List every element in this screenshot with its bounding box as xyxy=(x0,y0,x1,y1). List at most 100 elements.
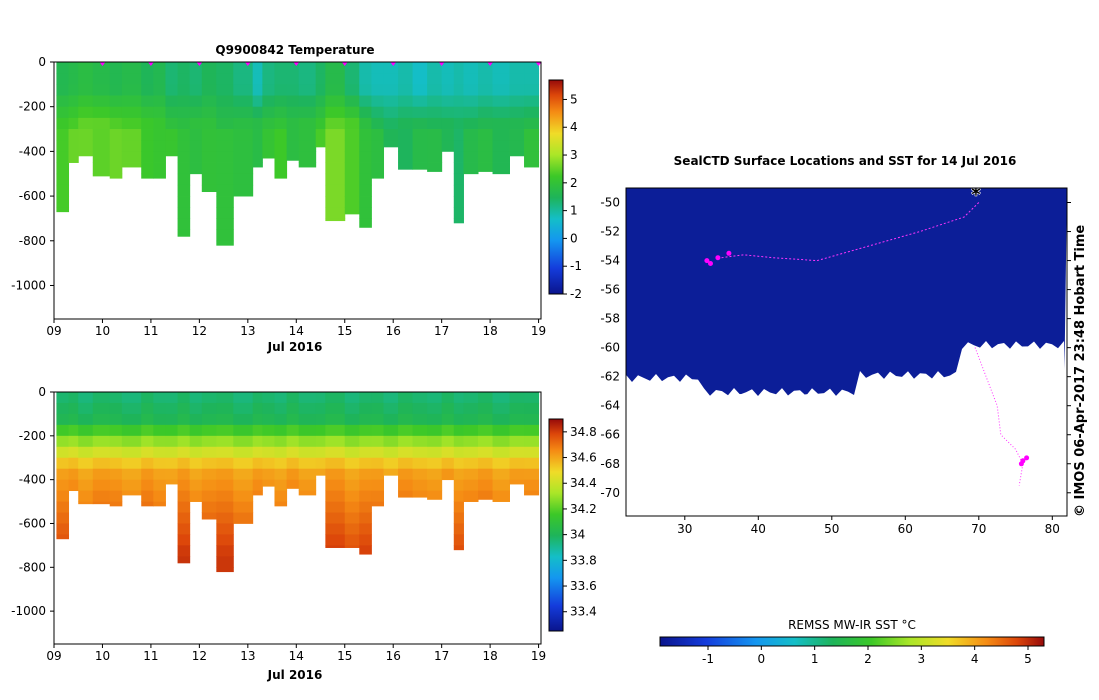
colorbar-tick-label: 4 xyxy=(570,120,578,134)
profile-cell xyxy=(201,446,217,459)
current-position-star-icon: ✱ xyxy=(971,185,982,200)
profile-cell xyxy=(509,413,525,426)
profile-cell xyxy=(524,117,540,130)
colorbar-tick-label: -1 xyxy=(570,259,582,273)
profile-cell xyxy=(398,117,414,130)
profile-cell xyxy=(441,457,455,470)
profile-cell xyxy=(189,413,203,426)
profile-cell xyxy=(121,479,142,492)
profile-cell xyxy=(121,446,142,459)
profile-cell xyxy=(153,501,166,507)
seal-location-marker xyxy=(715,255,721,261)
profile-cell xyxy=(141,402,154,415)
profile-cell xyxy=(262,446,275,459)
profile-cell xyxy=(315,435,326,448)
profile-cell xyxy=(453,95,464,108)
profile-cell xyxy=(524,151,540,163)
salinity-plot-frame xyxy=(53,391,542,645)
profile-cell xyxy=(524,129,540,141)
profile-cell xyxy=(216,567,234,573)
profile-cell xyxy=(524,62,540,74)
profile-cell xyxy=(121,468,142,481)
profile-cell xyxy=(398,140,414,152)
profile-cell xyxy=(344,435,360,448)
imos-credit: © IMOS 06-Apr-2017 23:48 Hobart Time xyxy=(1073,225,1088,517)
profile-cell xyxy=(398,95,414,108)
profile-cell xyxy=(68,95,79,108)
profile-cell xyxy=(141,501,154,507)
profile-cell xyxy=(478,162,494,172)
profile-cell xyxy=(398,129,414,141)
profile-cell xyxy=(427,162,443,172)
profile-cell xyxy=(165,106,179,119)
profile-cell xyxy=(492,413,510,426)
profile-cell xyxy=(92,392,111,404)
profile-cell xyxy=(153,490,166,502)
profile-cell xyxy=(274,490,288,502)
profile-cell xyxy=(177,413,191,426)
profile-cell xyxy=(109,479,123,492)
profile-cell xyxy=(262,392,275,404)
profile-cell xyxy=(298,117,317,130)
profile-cell xyxy=(274,392,288,404)
profile-cell xyxy=(109,117,123,130)
profile-cell xyxy=(233,73,254,85)
profile-cell xyxy=(359,446,372,459)
profile-cell xyxy=(56,457,70,470)
profile-cell xyxy=(463,151,479,163)
profile-cell xyxy=(56,479,70,492)
profile-cell xyxy=(201,117,217,130)
profile-cell xyxy=(233,117,254,130)
profile-cell xyxy=(478,151,494,163)
profile-cell xyxy=(492,106,510,119)
profile-cell xyxy=(201,490,217,502)
profile-cell xyxy=(524,84,540,96)
profile-cell xyxy=(383,468,399,476)
profile-cell xyxy=(274,117,288,130)
profile-cell xyxy=(78,435,94,448)
profile-cell xyxy=(165,151,179,157)
profile-cell xyxy=(344,446,360,459)
lat-tick-label: -62 xyxy=(600,370,620,384)
profile-cell xyxy=(453,479,464,492)
colorbar-tick-label: 34 xyxy=(570,528,585,542)
profile-cell xyxy=(56,424,70,437)
profile-cell xyxy=(233,512,254,524)
profile-cell xyxy=(315,392,326,404)
profile-cell xyxy=(153,479,166,492)
profile-cell xyxy=(233,392,254,404)
salinity-y-axis: 0 -200 -400 -600 -800 -1000 xyxy=(11,385,54,618)
lat-tick-label: -50 xyxy=(600,196,620,210)
profile-cell xyxy=(56,62,70,74)
profile-cell xyxy=(109,106,123,119)
profile-cell xyxy=(92,117,111,130)
profile-cell xyxy=(298,490,317,496)
profile-cell xyxy=(216,523,234,535)
profile-cell xyxy=(524,162,540,168)
profile-cell xyxy=(298,479,317,492)
profile-cell xyxy=(412,479,428,492)
profile-cell xyxy=(441,129,455,141)
sst-colorbar-tick-label: 1 xyxy=(811,652,819,666)
profile-cell xyxy=(441,413,455,426)
sst-colorbar xyxy=(659,636,1045,647)
profile-cell xyxy=(201,95,217,108)
profile-cell xyxy=(274,162,288,175)
profile-cell xyxy=(252,84,263,96)
profile-cell xyxy=(383,73,399,85)
profile-cell xyxy=(427,413,443,426)
profile-cell xyxy=(286,117,300,130)
profile-cell xyxy=(78,151,94,157)
profile-cell xyxy=(78,402,94,415)
profile-cell xyxy=(298,392,317,404)
profile-cell xyxy=(344,512,360,524)
profile-cell xyxy=(325,117,346,130)
profile-cell xyxy=(412,413,428,426)
profile-cell xyxy=(153,413,166,426)
profile-cell xyxy=(121,162,142,168)
profile-cell xyxy=(371,95,385,108)
profile-cell xyxy=(177,392,191,404)
profile-cell xyxy=(441,140,455,152)
profile-cell xyxy=(371,435,385,448)
profile-cell xyxy=(298,446,317,459)
